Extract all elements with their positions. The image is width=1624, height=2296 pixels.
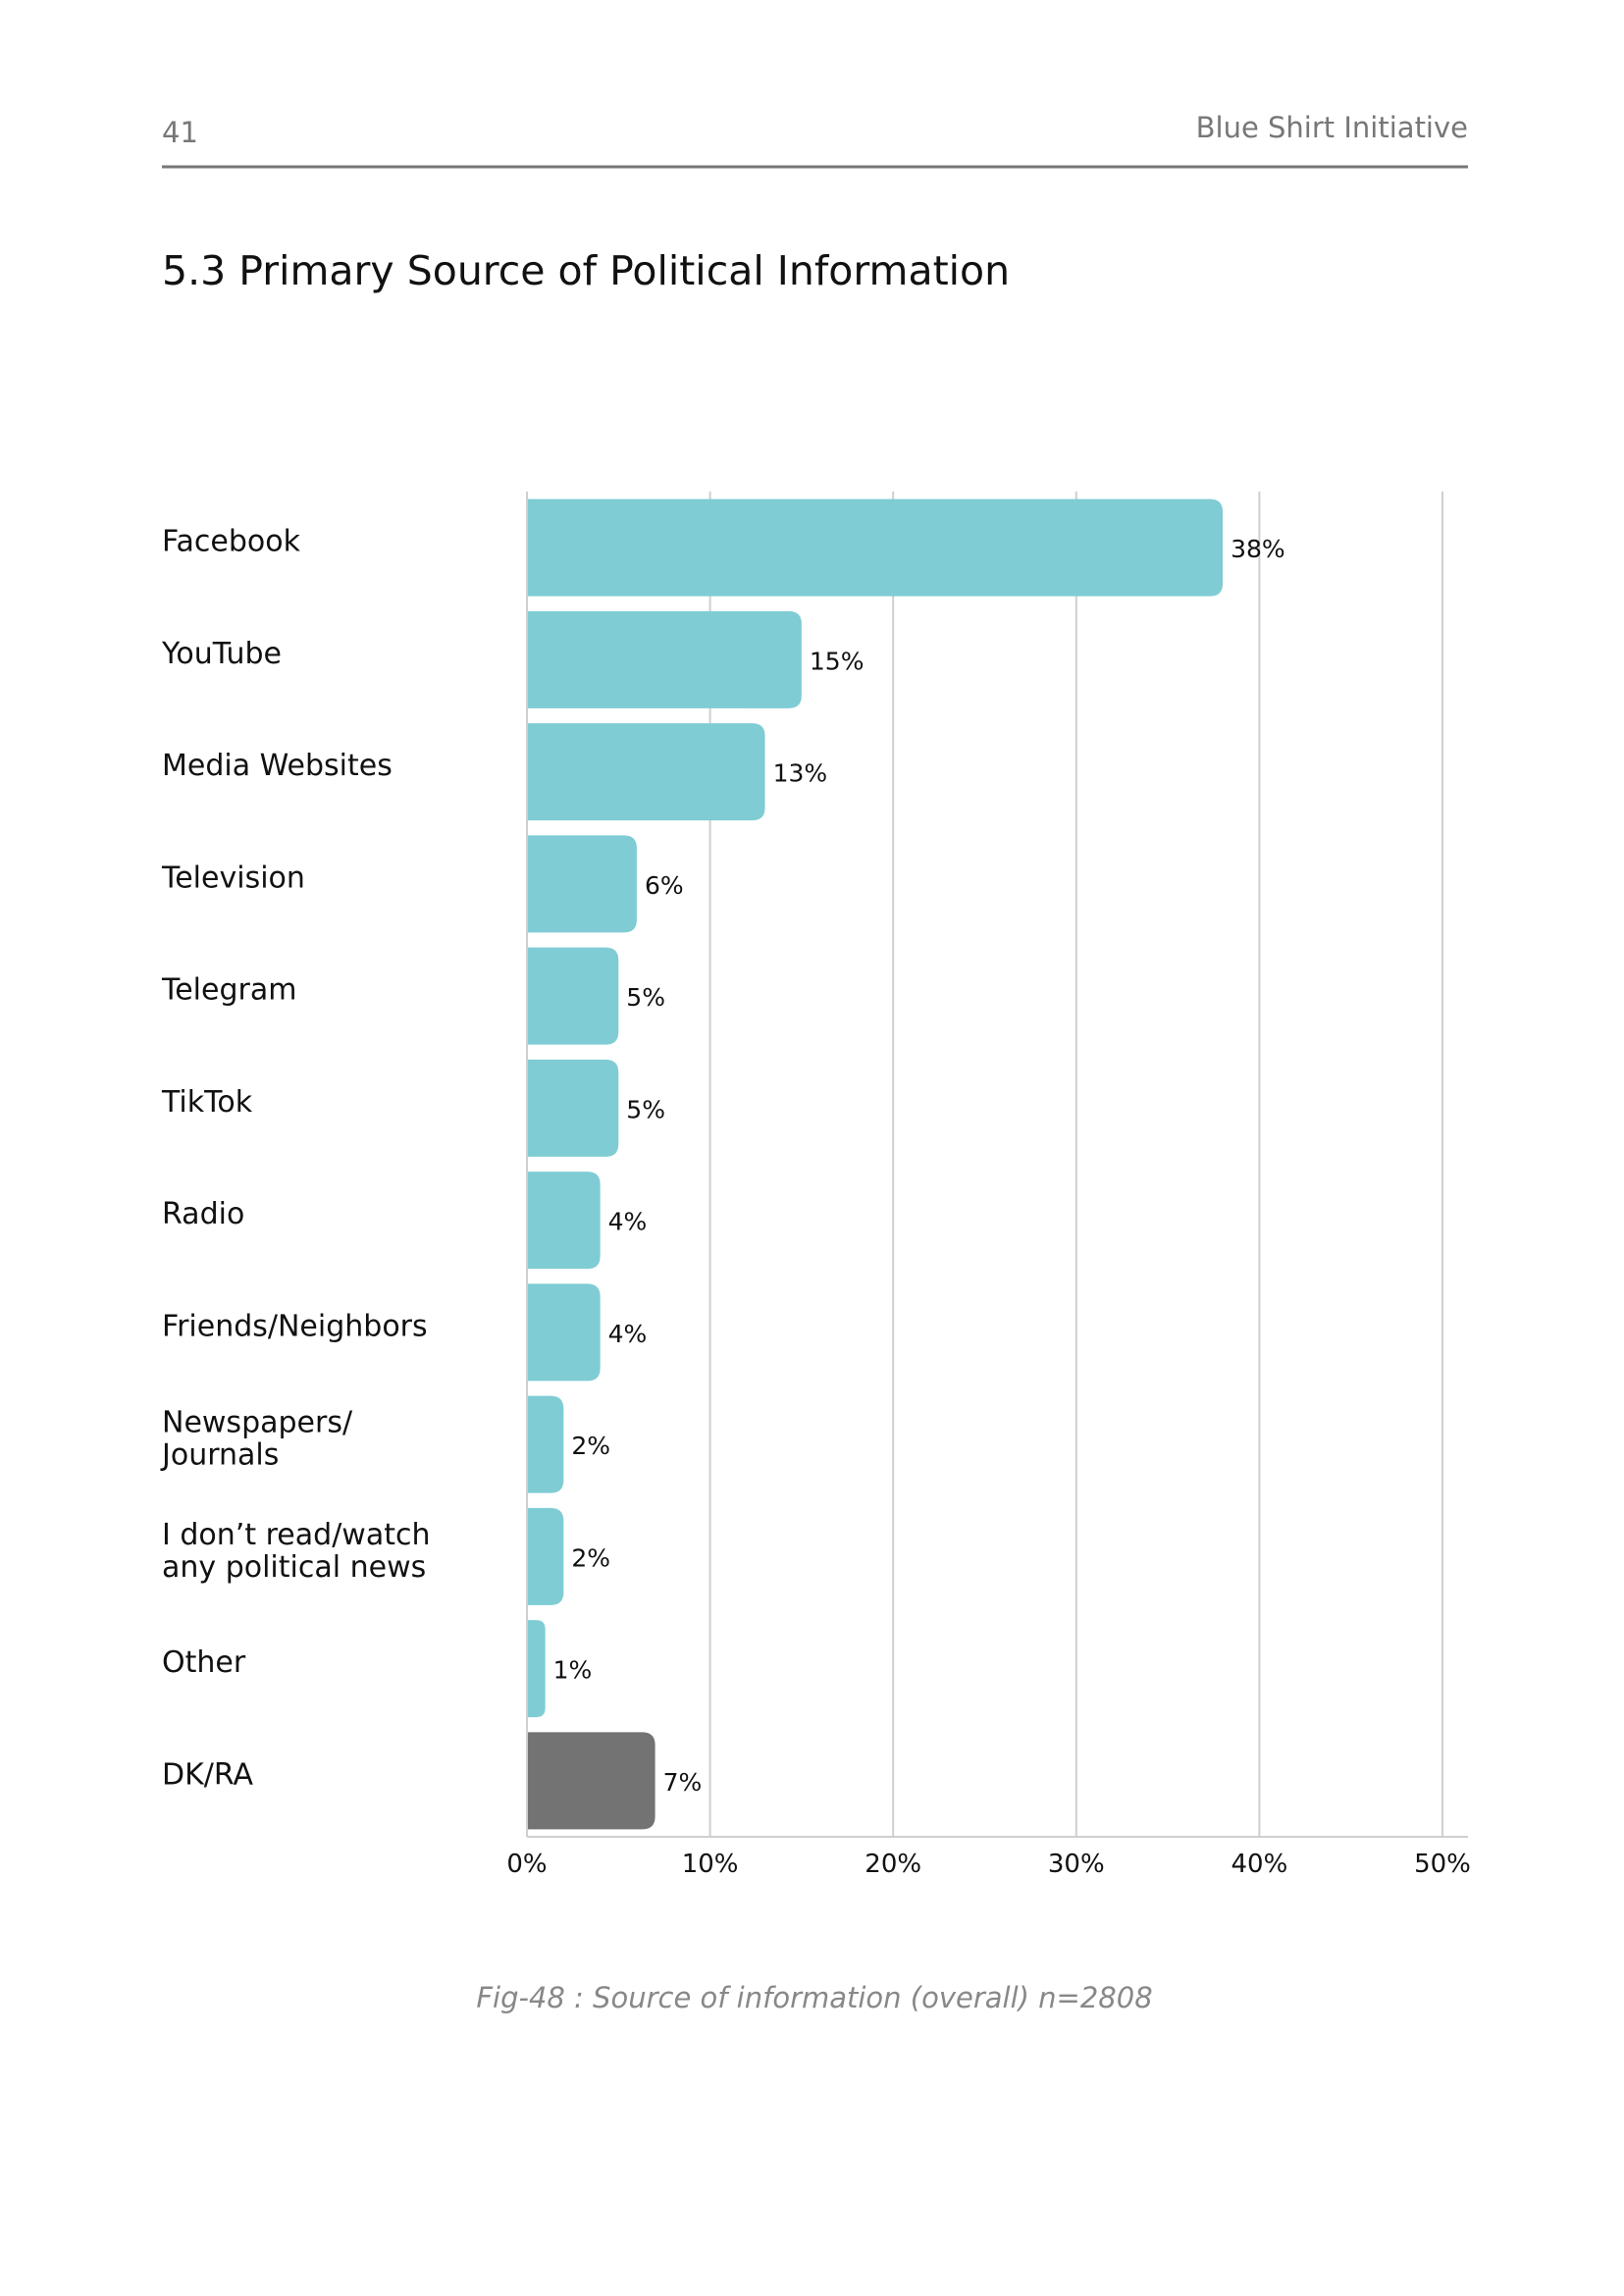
- x-tick-label: 20%: [864, 1850, 921, 1879]
- bar: [527, 1172, 601, 1270]
- section-heading: 5.3 Primary Source of Political Informat…: [162, 247, 1010, 294]
- bar: [527, 1283, 601, 1382]
- category-label: TikTok: [161, 1085, 253, 1120]
- publication: Blue Shirt Initiative: [1196, 111, 1468, 144]
- value-label: 5%: [626, 983, 665, 1012]
- category-label: YouTube: [161, 637, 282, 671]
- value-label: 4%: [608, 1208, 648, 1236]
- value-label: 1%: [553, 1656, 593, 1685]
- bar: [527, 835, 637, 933]
- bar: [527, 723, 765, 821]
- category-label: Other: [162, 1645, 246, 1680]
- bar: [527, 947, 619, 1045]
- category-label: DK/RA: [162, 1757, 254, 1792]
- value-label: 2%: [571, 1432, 610, 1460]
- category-label: I don’t read/watch any political news: [162, 1517, 431, 1584]
- bar: [527, 1395, 564, 1493]
- category-label: Facebook: [162, 525, 301, 559]
- value-label: 15%: [810, 647, 864, 675]
- bar: [527, 498, 1224, 597]
- x-tick-label: 10%: [682, 1850, 739, 1879]
- bar: [527, 1620, 546, 1718]
- value-label: 38%: [1231, 535, 1285, 563]
- x-tick-label: 30%: [1048, 1850, 1105, 1879]
- value-label: 2%: [571, 1543, 610, 1572]
- value-label: 7%: [663, 1768, 703, 1797]
- chart: 0% 10% 20% 30% 40% 50% Facebook 38% YouTube 15% Me…: [160, 492, 1471, 1879]
- bar: [527, 610, 802, 708]
- bar: [527, 1059, 619, 1157]
- category-label: Newspapers/Journals: [160, 1405, 353, 1472]
- x-tick-label: 0%: [506, 1850, 547, 1879]
- bar: [527, 1507, 564, 1605]
- value-label: 6%: [645, 871, 684, 900]
- value-label: 4%: [608, 1320, 648, 1348]
- bar: [527, 1732, 655, 1830]
- category-label: Telegram: [161, 973, 296, 1008]
- x-tick-label: 50%: [1414, 1850, 1471, 1879]
- category-label: Television: [161, 861, 305, 895]
- category-label: Friends/Neighbors: [162, 1309, 428, 1343]
- figure-caption: Fig-48 : Source of information (overall)…: [476, 1981, 1152, 2014]
- x-tick-label: 40%: [1231, 1850, 1288, 1879]
- value-label: 5%: [626, 1095, 665, 1123]
- page-number: 41: [162, 116, 198, 149]
- category-label: Media Websites: [162, 749, 393, 783]
- category-label: Radio: [162, 1197, 244, 1231]
- value-label: 13%: [773, 759, 828, 788]
